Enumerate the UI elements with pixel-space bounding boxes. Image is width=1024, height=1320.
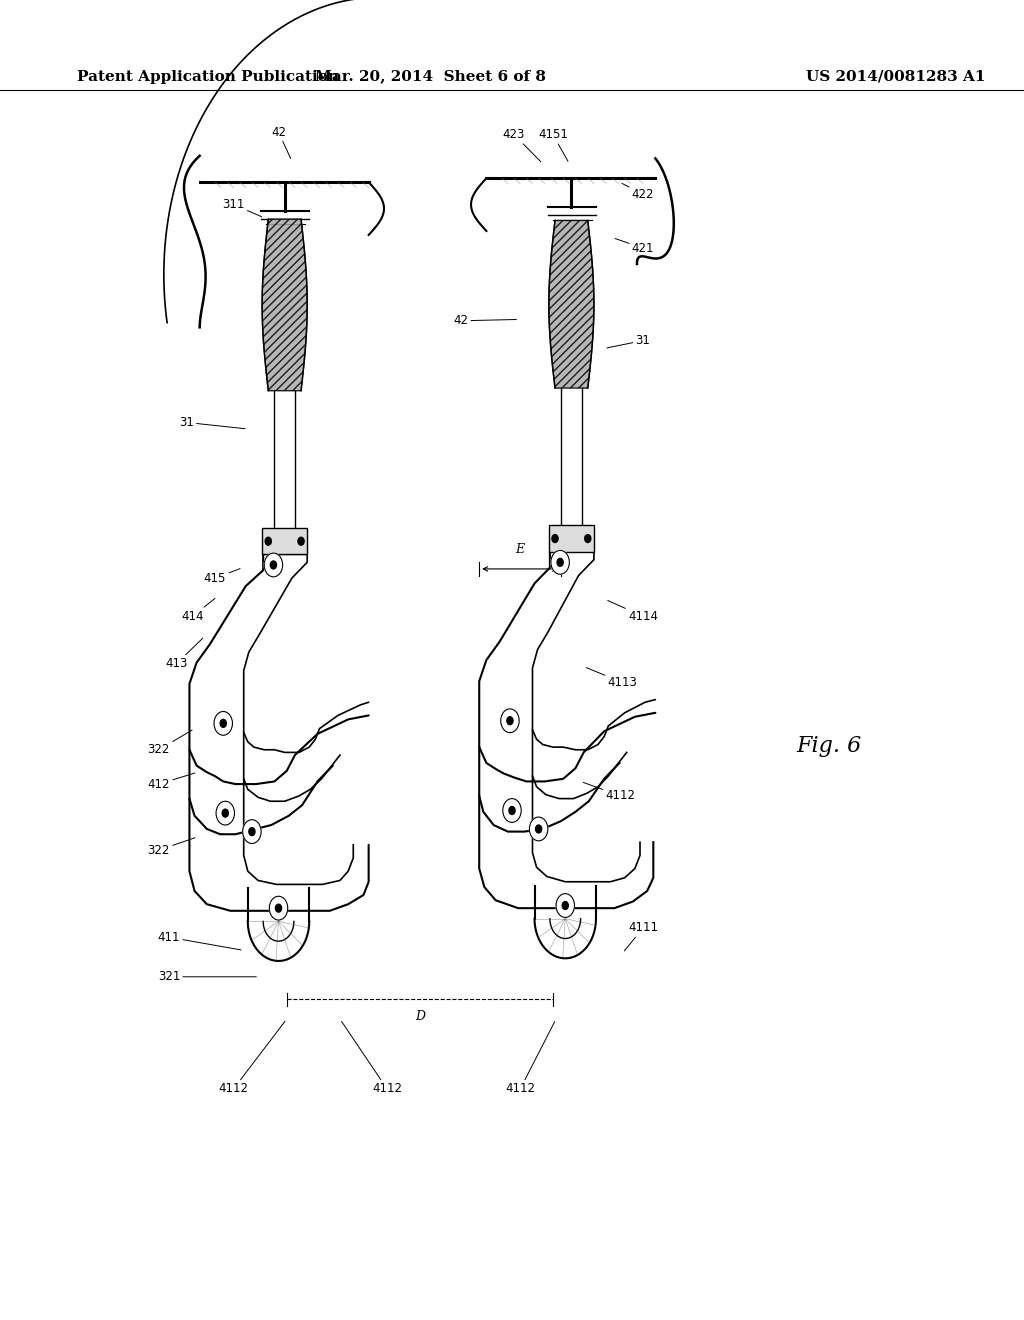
Polygon shape bbox=[549, 220, 594, 388]
Text: 423: 423 bbox=[503, 128, 541, 162]
Text: 4111: 4111 bbox=[625, 921, 658, 950]
Text: 42: 42 bbox=[271, 125, 291, 158]
Text: 413: 413 bbox=[165, 638, 203, 671]
Text: 311: 311 bbox=[222, 198, 262, 216]
Circle shape bbox=[556, 894, 574, 917]
Text: 4112: 4112 bbox=[342, 1022, 402, 1096]
Circle shape bbox=[529, 817, 548, 841]
Polygon shape bbox=[262, 219, 307, 391]
Circle shape bbox=[269, 896, 288, 920]
Circle shape bbox=[507, 717, 513, 725]
Text: 415: 415 bbox=[204, 569, 240, 585]
Text: 322: 322 bbox=[147, 730, 193, 756]
Circle shape bbox=[222, 809, 228, 817]
Circle shape bbox=[249, 828, 255, 836]
Circle shape bbox=[552, 535, 558, 543]
Text: Mar. 20, 2014  Sheet 6 of 8: Mar. 20, 2014 Sheet 6 of 8 bbox=[314, 70, 546, 83]
Circle shape bbox=[557, 558, 563, 566]
Text: Patent Application Publication: Patent Application Publication bbox=[77, 70, 339, 83]
Circle shape bbox=[265, 537, 271, 545]
Text: 422: 422 bbox=[622, 183, 654, 201]
Text: 421: 421 bbox=[615, 239, 654, 255]
Circle shape bbox=[275, 904, 282, 912]
Circle shape bbox=[298, 537, 304, 545]
Circle shape bbox=[220, 719, 226, 727]
Text: 31: 31 bbox=[179, 416, 245, 429]
Text: D: D bbox=[415, 1010, 425, 1023]
Circle shape bbox=[562, 902, 568, 909]
Text: US 2014/0081283 A1: US 2014/0081283 A1 bbox=[806, 70, 986, 83]
Text: 31: 31 bbox=[607, 334, 650, 348]
Circle shape bbox=[243, 820, 261, 843]
Text: Fig. 6: Fig. 6 bbox=[797, 735, 862, 756]
Text: 4151: 4151 bbox=[538, 128, 568, 161]
Text: 414: 414 bbox=[181, 598, 215, 623]
Circle shape bbox=[551, 550, 569, 574]
Circle shape bbox=[503, 799, 521, 822]
Text: 412: 412 bbox=[147, 774, 195, 791]
Text: 42: 42 bbox=[454, 314, 516, 327]
Circle shape bbox=[509, 807, 515, 814]
Text: 4112: 4112 bbox=[584, 783, 636, 803]
Circle shape bbox=[264, 553, 283, 577]
Circle shape bbox=[216, 801, 234, 825]
Circle shape bbox=[214, 711, 232, 735]
Text: 4113: 4113 bbox=[587, 668, 638, 689]
Text: 322: 322 bbox=[147, 838, 195, 857]
Bar bbox=[262, 528, 307, 554]
Circle shape bbox=[585, 535, 591, 543]
Bar bbox=[549, 525, 594, 552]
Text: E: E bbox=[516, 543, 524, 556]
Text: 4114: 4114 bbox=[607, 601, 658, 623]
Text: 321: 321 bbox=[158, 970, 256, 983]
Text: 411: 411 bbox=[158, 931, 241, 950]
Circle shape bbox=[536, 825, 542, 833]
Circle shape bbox=[501, 709, 519, 733]
Circle shape bbox=[270, 561, 276, 569]
Text: 4112: 4112 bbox=[505, 1022, 555, 1096]
Text: 4112: 4112 bbox=[218, 1022, 285, 1096]
